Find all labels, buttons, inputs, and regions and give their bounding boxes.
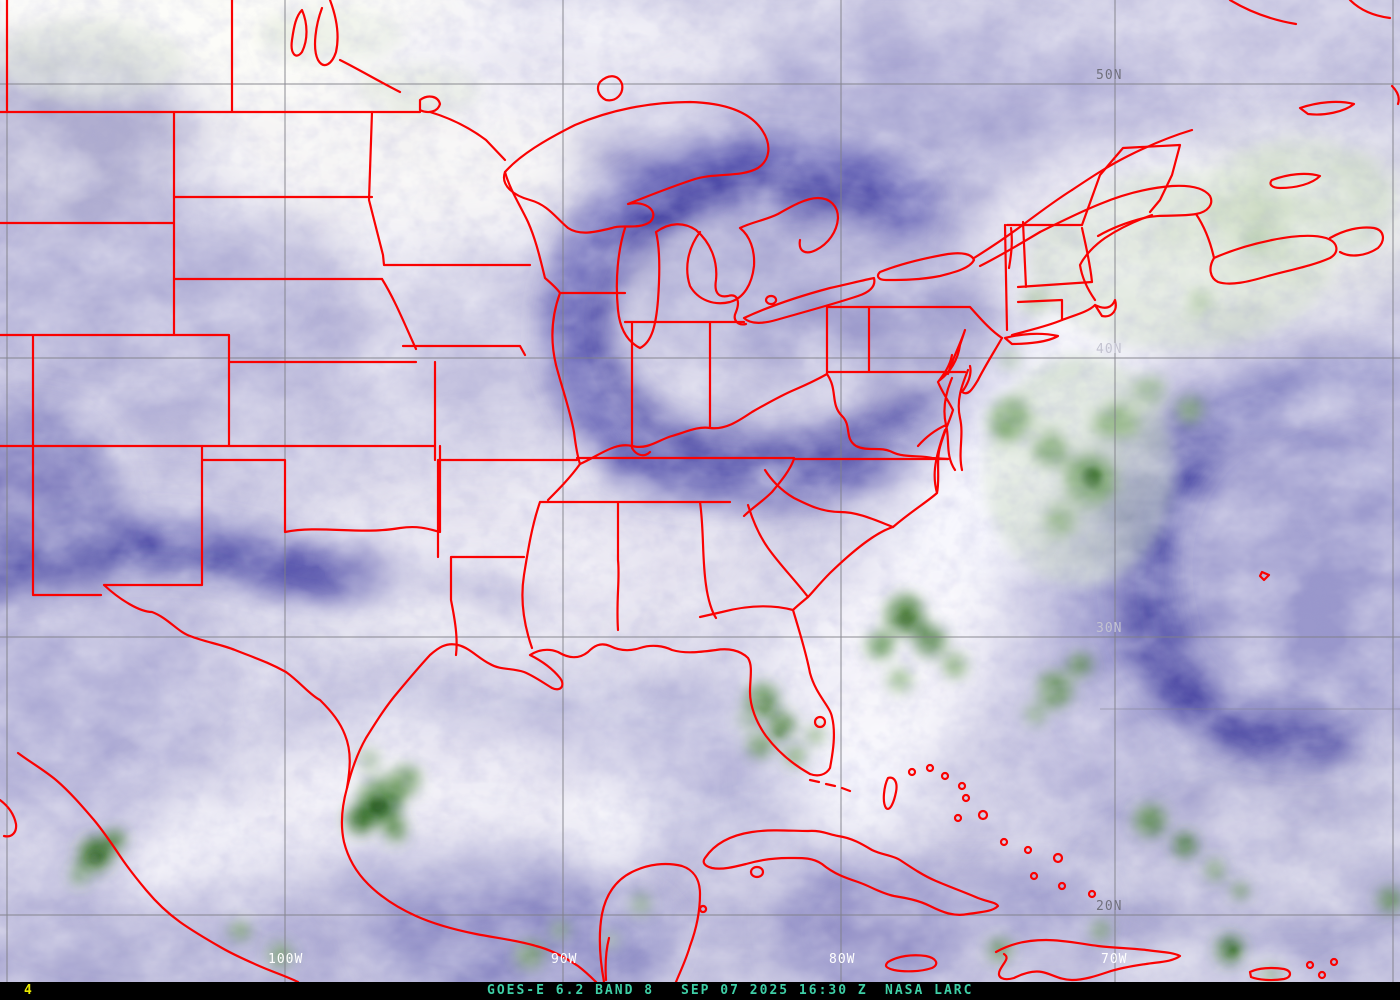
longitude-label-80w: 80W xyxy=(829,952,855,967)
longitude-label-100w: 100W xyxy=(268,952,303,967)
latitude-label-30n: 30N xyxy=(1096,621,1122,636)
status-bar: 4 GOES-E 6.2 BAND 8 SEP 07 2025 16:30 Z … xyxy=(0,982,1400,1000)
border-canada-plains xyxy=(0,0,442,790)
border-great-lakes xyxy=(290,0,1074,350)
latitude-label-40n: 40N xyxy=(1096,342,1122,357)
border-islands xyxy=(698,570,1292,982)
border-gulf-coast xyxy=(340,605,812,982)
border-east-coast xyxy=(791,213,1154,793)
border-minnesota-wisconsin xyxy=(367,110,627,466)
frame-number: 4 xyxy=(24,983,34,998)
grid-labels: 50N 40N 30N 20N 100W 90W 80W 70W xyxy=(268,68,1127,967)
border-mexico-pacific xyxy=(0,751,300,982)
border-bahamas-specks xyxy=(907,763,1339,980)
credit-label: NASA LARC xyxy=(885,983,974,998)
product-label: GOES-E 6.2 BAND 8 xyxy=(487,983,655,998)
timestamp-label: SEP 07 2025 16:30 Z xyxy=(681,983,868,998)
longitude-label-70w: 70W xyxy=(1101,952,1127,967)
latitude-label-50n: 50N xyxy=(1096,68,1122,83)
border-midwest-south-states xyxy=(433,320,950,657)
border-canada-east xyxy=(1038,0,1400,285)
latitude-label-20n: 20N xyxy=(1096,899,1122,914)
longitude-label-90w: 90W xyxy=(551,952,577,967)
